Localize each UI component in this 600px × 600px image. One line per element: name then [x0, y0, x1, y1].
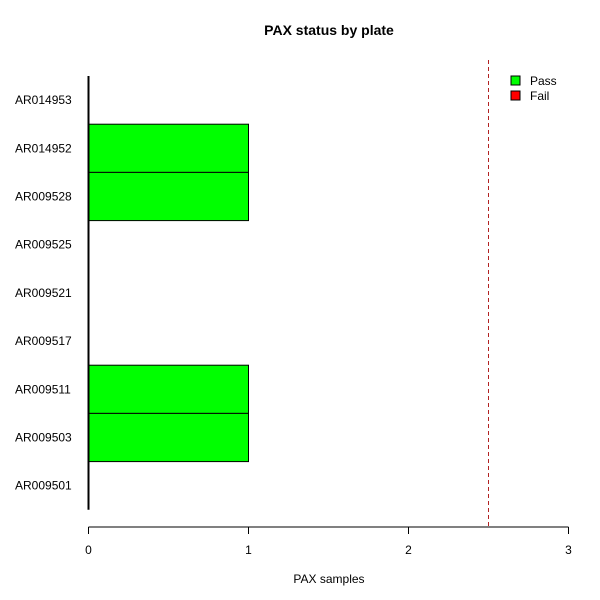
x-tick-label: 3 [565, 543, 572, 557]
x-tick-label: 0 [85, 543, 92, 557]
legend-swatch-fail [510, 90, 521, 101]
chart-title: PAX status by plate [264, 22, 394, 38]
y-tick-label: AR014953 [15, 93, 72, 107]
x-tick-label: 2 [405, 543, 412, 557]
bars-layer [87, 76, 249, 510]
bar-pass [88, 123, 249, 173]
bar-pass [88, 171, 249, 222]
y-tick-label: AR009517 [15, 334, 72, 348]
x-tick-label: 1 [245, 543, 252, 557]
y-tick-label: AR009501 [15, 479, 72, 493]
x-axis-label: PAX samples [293, 572, 364, 586]
legend-swatch-pass [510, 75, 521, 86]
x-axis: 0 1 2 3 [85, 526, 572, 557]
y-labels-layer: AR014953 AR014952 AR009528 AR009525 AR009521… [15, 93, 72, 493]
y-tick-label: AR009511 [15, 382, 71, 396]
y-tick-label: AR014952 [15, 141, 72, 155]
y-tick-label: AR009525 [15, 238, 72, 252]
y-tick-label: AR009503 [15, 431, 72, 445]
y-tick-label: AR009528 [15, 190, 72, 204]
legend-label-fail: Fail [530, 89, 549, 103]
bar-pass [88, 364, 249, 414]
bar-pass [88, 412, 249, 463]
y-tick-label: AR009521 [15, 286, 72, 300]
legend-label-pass: Pass [530, 74, 557, 88]
